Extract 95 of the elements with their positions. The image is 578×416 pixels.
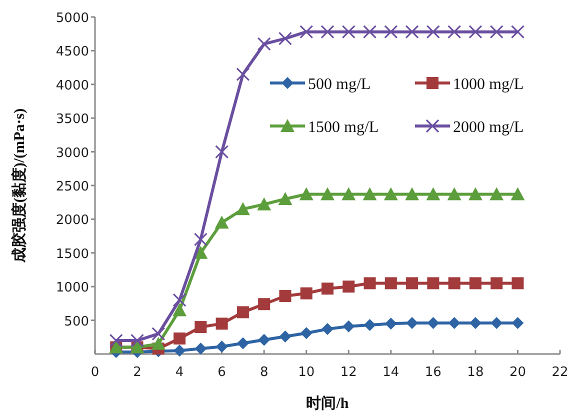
- legend-label: 1000 mg/L: [453, 76, 524, 93]
- point: [342, 280, 355, 293]
- point: [490, 25, 504, 39]
- point: [257, 197, 272, 210]
- point: [194, 232, 208, 246]
- point: [194, 342, 207, 355]
- point: [448, 316, 460, 329]
- point: [448, 277, 460, 290]
- point: [426, 187, 440, 200]
- point: [152, 326, 166, 341]
- y-tick-label: 4000: [56, 78, 89, 94]
- point: [364, 277, 376, 290]
- point: [278, 192, 292, 205]
- x-tick-label: 8: [260, 365, 268, 380]
- point: [258, 298, 270, 310]
- point: [510, 187, 525, 200]
- point: [384, 318, 397, 330]
- point: [490, 187, 504, 200]
- point: [510, 25, 525, 39]
- point: [342, 187, 356, 200]
- point: [279, 330, 292, 342]
- x-tick-label: 0: [90, 365, 100, 380]
- y-tick-label: 3000: [56, 146, 89, 161]
- point: [384, 25, 398, 39]
- point: [468, 187, 482, 200]
- point: [172, 293, 186, 307]
- y-tick-label: 2000: [56, 213, 89, 228]
- point: [172, 303, 187, 316]
- point: [447, 187, 462, 200]
- point: [405, 25, 419, 39]
- x-tick-label: 20: [509, 365, 526, 380]
- x-tick-label: 14: [382, 365, 400, 380]
- x-tick-label: 12: [340, 365, 357, 380]
- point: [468, 25, 482, 39]
- x-tick-label: 10: [298, 365, 315, 380]
- point: [322, 323, 334, 336]
- point: [426, 25, 440, 39]
- y-tick-label: 1500: [56, 246, 89, 262]
- point: [236, 337, 249, 350]
- legend-label: 1500 mg/L: [308, 119, 379, 136]
- y-tick-label: 3500: [56, 112, 89, 128]
- point: [405, 187, 420, 200]
- point: [362, 25, 377, 39]
- point: [320, 25, 334, 39]
- x-tick-label: 18: [467, 365, 484, 380]
- point: [278, 32, 292, 46]
- y-tick-label: 2500: [56, 180, 89, 194]
- legend-label: 500 mg/L: [308, 76, 371, 93]
- point: [320, 187, 334, 200]
- point: [490, 277, 503, 290]
- point: [258, 334, 270, 346]
- point: [512, 277, 524, 290]
- legend-label: 2000 mg/L: [453, 119, 524, 136]
- point: [362, 187, 377, 200]
- point: [406, 277, 418, 290]
- point: [174, 344, 186, 357]
- y-tick-label: 4500: [56, 44, 89, 60]
- point: [300, 25, 314, 39]
- point: [215, 145, 229, 159]
- point: [469, 277, 482, 290]
- x-tick-label: 2: [133, 365, 142, 380]
- point: [322, 282, 334, 295]
- point: [216, 318, 228, 330]
- point: [130, 334, 144, 348]
- point: [384, 277, 397, 290]
- y-tick-label: 1000: [56, 280, 89, 296]
- point: [427, 277, 440, 290]
- point: [512, 316, 524, 329]
- point: [299, 187, 314, 200]
- x-tick-label: 22: [552, 365, 568, 380]
- point: [342, 320, 355, 332]
- point: [216, 340, 228, 353]
- point: [384, 187, 398, 200]
- point: [214, 216, 229, 229]
- x-tick-label: 4: [175, 365, 184, 380]
- point: [236, 202, 250, 216]
- point: [174, 332, 186, 344]
- point: [427, 316, 440, 329]
- point: [109, 334, 123, 348]
- point: [194, 321, 207, 334]
- y-axis-title: 成胶强度(黏度)/(mPa·s): [10, 108, 28, 264]
- point: [300, 287, 312, 300]
- y-tick-label: 5000: [56, 11, 89, 26]
- point: [257, 37, 271, 51]
- x-axis-title: 时间/h: [306, 395, 350, 412]
- x-tick-label: 16: [424, 365, 442, 380]
- point: [236, 67, 250, 82]
- point: [236, 306, 249, 318]
- x-tick-label: 6: [218, 365, 226, 380]
- point: [300, 327, 312, 340]
- point: [342, 25, 356, 39]
- point: [364, 319, 376, 332]
- point: [279, 290, 292, 302]
- y-tick-label: 500: [64, 314, 89, 330]
- point: [448, 25, 462, 39]
